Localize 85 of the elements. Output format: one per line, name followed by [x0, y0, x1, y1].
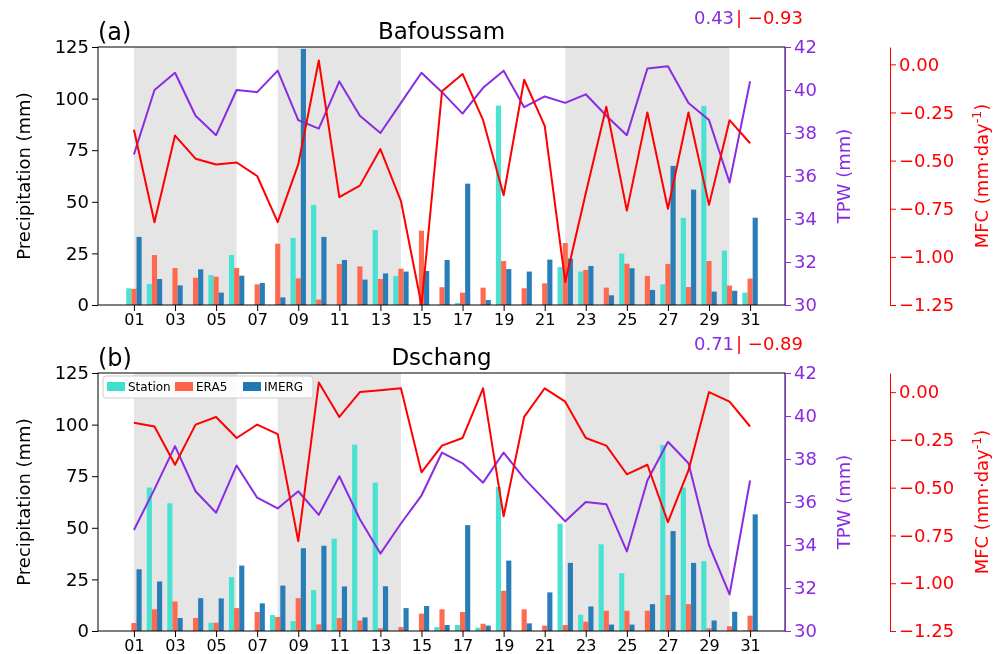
- x-tick-label: 01: [124, 310, 145, 330]
- y-axis-title: Precipitation (mm): [13, 418, 34, 586]
- text: | −0.89: [736, 333, 803, 354]
- y2-tick-label: 36: [794, 491, 817, 513]
- legend-label: ERA5: [196, 380, 228, 394]
- y2-tick-label: 30: [794, 620, 817, 642]
- y2-tick-label: 42: [794, 36, 817, 58]
- y2-axis-title: TPW (mm): [833, 454, 854, 551]
- x-tick-label: 07: [247, 636, 268, 654]
- x-tick-label: 31: [740, 310, 761, 330]
- x-tick-label: 23: [576, 310, 597, 330]
- x-tick-label: 27: [658, 310, 679, 330]
- y3-tick-label: −1.00: [899, 572, 955, 594]
- y-tick-label: 125: [54, 362, 89, 384]
- y2-tick-label: 40: [794, 79, 817, 101]
- y-tick-label: 75: [66, 139, 89, 161]
- x-tick-label: 23: [576, 636, 597, 654]
- x-tick-label: 13: [370, 310, 392, 330]
- y-tick-label: 0: [77, 620, 89, 642]
- y3-tick-label: 0.00: [899, 53, 940, 75]
- y3-tick-label: −1.00: [899, 246, 955, 268]
- x-tick-label: 03: [165, 310, 186, 330]
- legend-label: IMERG: [264, 380, 304, 394]
- y3-tick-label: 0.00: [899, 381, 940, 403]
- x-tick-label: 21: [535, 636, 556, 654]
- x-tick-label: 25: [617, 310, 638, 330]
- x-tick-label: 25: [617, 636, 638, 654]
- x-tick-label: 19: [493, 636, 515, 654]
- y2-tick-label: 38: [794, 122, 817, 144]
- x-tick-label: 29: [699, 310, 720, 330]
- x-tick-label: 11: [329, 310, 350, 330]
- x-tick-label: 19: [493, 310, 515, 330]
- y-tick-label: 50: [66, 517, 89, 539]
- x-tick-label: 27: [658, 636, 679, 654]
- y2-tick-label: 42: [794, 362, 817, 384]
- text: (a): [98, 18, 132, 46]
- y2-tick-label: 32: [794, 577, 817, 599]
- y3-tick-label: −0.50: [899, 476, 955, 498]
- y-tick-label: 100: [54, 87, 89, 109]
- x-tick-label: 01: [124, 636, 145, 654]
- x-tick-label: 05: [206, 310, 227, 330]
- x-tick-label: 17: [452, 310, 474, 330]
- x-tick-label: 09: [288, 310, 309, 330]
- y2-tick-label: 40: [794, 405, 817, 427]
- x-tick-label: 09: [288, 636, 309, 654]
- y3-tick-label: −1.25: [899, 294, 955, 316]
- chart-title: Bafoussam: [377, 18, 506, 44]
- text: (b): [98, 344, 132, 372]
- legend-label: Station: [128, 380, 171, 394]
- x-tick-label: 17: [452, 636, 474, 654]
- x-tick-label: 11: [329, 636, 350, 654]
- x-tick-label: 15: [411, 636, 433, 654]
- chart-title: Dschang: [391, 344, 492, 370]
- x-tick-label: 03: [165, 636, 186, 654]
- y2-tick-label: 38: [794, 448, 817, 470]
- y3-tick-label: −0.75: [899, 197, 955, 219]
- y-tick-label: 25: [66, 568, 89, 590]
- y3-tick-label: −0.25: [899, 101, 955, 123]
- y2-tick-label: 34: [794, 208, 817, 230]
- y2-axis-title: TPW (mm): [833, 128, 854, 225]
- y3-tick-label: −0.25: [899, 429, 955, 451]
- y-tick-label: 75: [66, 465, 89, 487]
- y2-tick-label: 32: [794, 251, 817, 273]
- y2-tick-label: 30: [794, 294, 817, 316]
- x-tick-label: 15: [411, 310, 433, 330]
- y2-tick-label: 36: [794, 165, 817, 187]
- y-axis-title: Precipitation (mm): [13, 92, 34, 260]
- text: 0.71: [693, 333, 735, 354]
- y-tick-label: 100: [54, 413, 89, 435]
- y3-tick-label: −0.50: [899, 149, 955, 171]
- x-tick-label: 07: [247, 310, 268, 330]
- x-tick-label: 05: [206, 636, 227, 654]
- x-tick-label: 29: [699, 636, 720, 654]
- text: 0.43: [693, 7, 735, 28]
- y-tick-label: 125: [54, 36, 89, 58]
- x-tick-label: 13: [370, 636, 392, 654]
- x-tick-label: 31: [740, 636, 761, 654]
- y-tick-label: 50: [66, 191, 89, 213]
- x-tick-label: 21: [535, 310, 556, 330]
- y2-tick-label: 34: [794, 534, 817, 556]
- y3-tick-label: −1.25: [899, 620, 955, 642]
- y3-tick-label: −0.75: [899, 524, 955, 546]
- text: | −0.93: [736, 7, 803, 28]
- y-tick-label: 25: [66, 242, 89, 264]
- y-tick-label: 0: [77, 294, 89, 316]
